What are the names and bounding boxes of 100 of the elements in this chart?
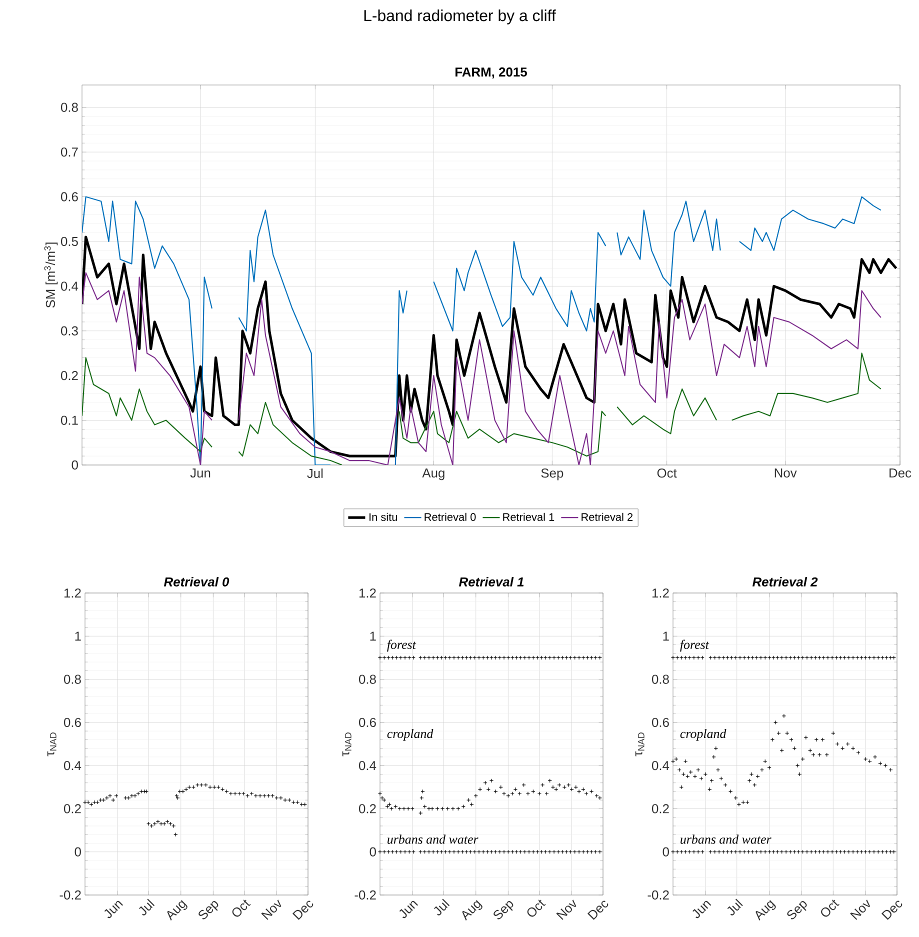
point <box>426 806 432 811</box>
y-tick-label: 0.3 <box>60 326 78 336</box>
point <box>514 656 519 660</box>
y-tick-label: 0.5 <box>60 236 78 246</box>
legend-label: In situ <box>370 512 397 521</box>
point <box>418 810 423 816</box>
point <box>378 850 382 854</box>
y-tick-label: 0 <box>72 460 78 470</box>
point <box>476 656 482 660</box>
y-tick-label: 0.2 <box>358 804 376 814</box>
x-tick-label: Nov <box>774 468 797 478</box>
x-tick-label: Dec <box>292 900 314 920</box>
x-tick-label: Jul <box>307 468 323 478</box>
y-tick-label: -0.2 <box>60 890 81 900</box>
point <box>537 792 542 796</box>
legend-label: Retrieval 1 <box>503 512 554 521</box>
y-tick-label: 0.2 <box>652 804 669 814</box>
point <box>502 850 506 854</box>
x-tick-label: Sep <box>198 900 218 920</box>
y-tick-label: 0.8 <box>652 674 669 684</box>
point <box>461 804 466 809</box>
x-tick-label: Aug <box>422 468 444 480</box>
y-tick-label: 1.2 <box>652 588 669 598</box>
y-tick-label: -0.2 <box>648 890 669 900</box>
y-tick-label: 0.8 <box>358 674 376 684</box>
point <box>489 778 494 783</box>
y-tick-label: 0.1 <box>60 416 78 425</box>
point <box>394 804 398 809</box>
x-tick-label: Oct <box>527 900 546 917</box>
x-tick-label: Oct <box>821 900 840 917</box>
point <box>426 656 432 660</box>
y-axis-title: τ$_{NAD}$ <box>47 732 56 756</box>
x-tick-label: Oct <box>232 900 251 917</box>
y-tick-label: 0.2 <box>60 370 78 380</box>
point <box>552 656 556 660</box>
point <box>589 789 594 794</box>
y-tick-label: 0.4 <box>358 760 376 770</box>
y-tick-label: 0.6 <box>64 718 81 728</box>
x-tick-label: Sep <box>787 900 807 920</box>
y-tick-label: 0.4 <box>652 760 670 770</box>
point <box>552 850 556 854</box>
point <box>390 656 395 660</box>
y-tick-label: 0.4 <box>64 760 82 770</box>
point <box>557 782 562 788</box>
point <box>478 787 482 792</box>
point <box>402 806 406 811</box>
x-tick-label: Sep <box>494 900 514 920</box>
y-axis-title: τ$_{NAD}$ <box>635 732 644 756</box>
point <box>566 782 571 788</box>
point <box>420 796 424 800</box>
point <box>564 850 569 854</box>
y-tick-label: -0.2 <box>354 890 376 900</box>
chart-subtitle: FARM, 2015 <box>456 67 527 78</box>
point <box>440 806 445 811</box>
x-tick-label: Nov <box>556 900 576 920</box>
x-tick-label: Oct <box>657 468 677 478</box>
x-tick-label: Jun <box>104 900 124 918</box>
y-tick-label: 0.2 <box>64 804 81 814</box>
point <box>426 850 432 854</box>
y-tick-label: 0 <box>662 847 669 856</box>
x-tick-label: Dec <box>587 900 608 920</box>
y-tick-label: 1 <box>75 632 81 641</box>
point <box>402 656 408 660</box>
annotation: urbans and water <box>680 834 772 844</box>
point <box>589 656 594 660</box>
x-tick-label: Jun <box>190 468 210 478</box>
y-axis-title: SM [m$^{3}$/m$^{3}$] <box>44 242 58 308</box>
point <box>464 850 469 854</box>
point <box>494 789 498 794</box>
chart-title: Retrieval 2 <box>752 576 818 586</box>
point <box>464 656 469 660</box>
y-tick-label: 0 <box>74 847 81 856</box>
y-tick-label: 0.8 <box>60 102 78 112</box>
x-tick-label: Aug <box>756 900 776 921</box>
x-tick-label: Aug <box>462 900 482 921</box>
point <box>489 850 494 854</box>
point <box>564 656 569 660</box>
point <box>576 850 582 854</box>
x-tick-label: Nov <box>261 900 282 920</box>
annotation: urbans and water <box>388 834 478 844</box>
point <box>513 787 518 792</box>
point <box>598 796 602 800</box>
point <box>526 792 530 796</box>
legend-label: Retrieval 2 <box>582 512 633 521</box>
legend-label: Retrieval 0 <box>424 512 476 521</box>
y-tick-label: 1.2 <box>359 588 376 598</box>
annotation: forest <box>680 640 710 652</box>
point <box>420 789 425 794</box>
x-tick-label: Jun <box>399 900 418 918</box>
point <box>390 850 395 854</box>
point <box>489 656 494 660</box>
annotation: cropland <box>387 728 434 741</box>
y-tick-label: 1 <box>663 632 669 641</box>
x-tick-label: Dec <box>890 468 912 478</box>
point <box>540 782 545 788</box>
point <box>522 782 526 788</box>
point <box>589 850 594 854</box>
point <box>514 850 519 854</box>
chart-title: Retrieval 1 <box>458 576 524 586</box>
y-tick-label: 0.6 <box>358 718 376 728</box>
